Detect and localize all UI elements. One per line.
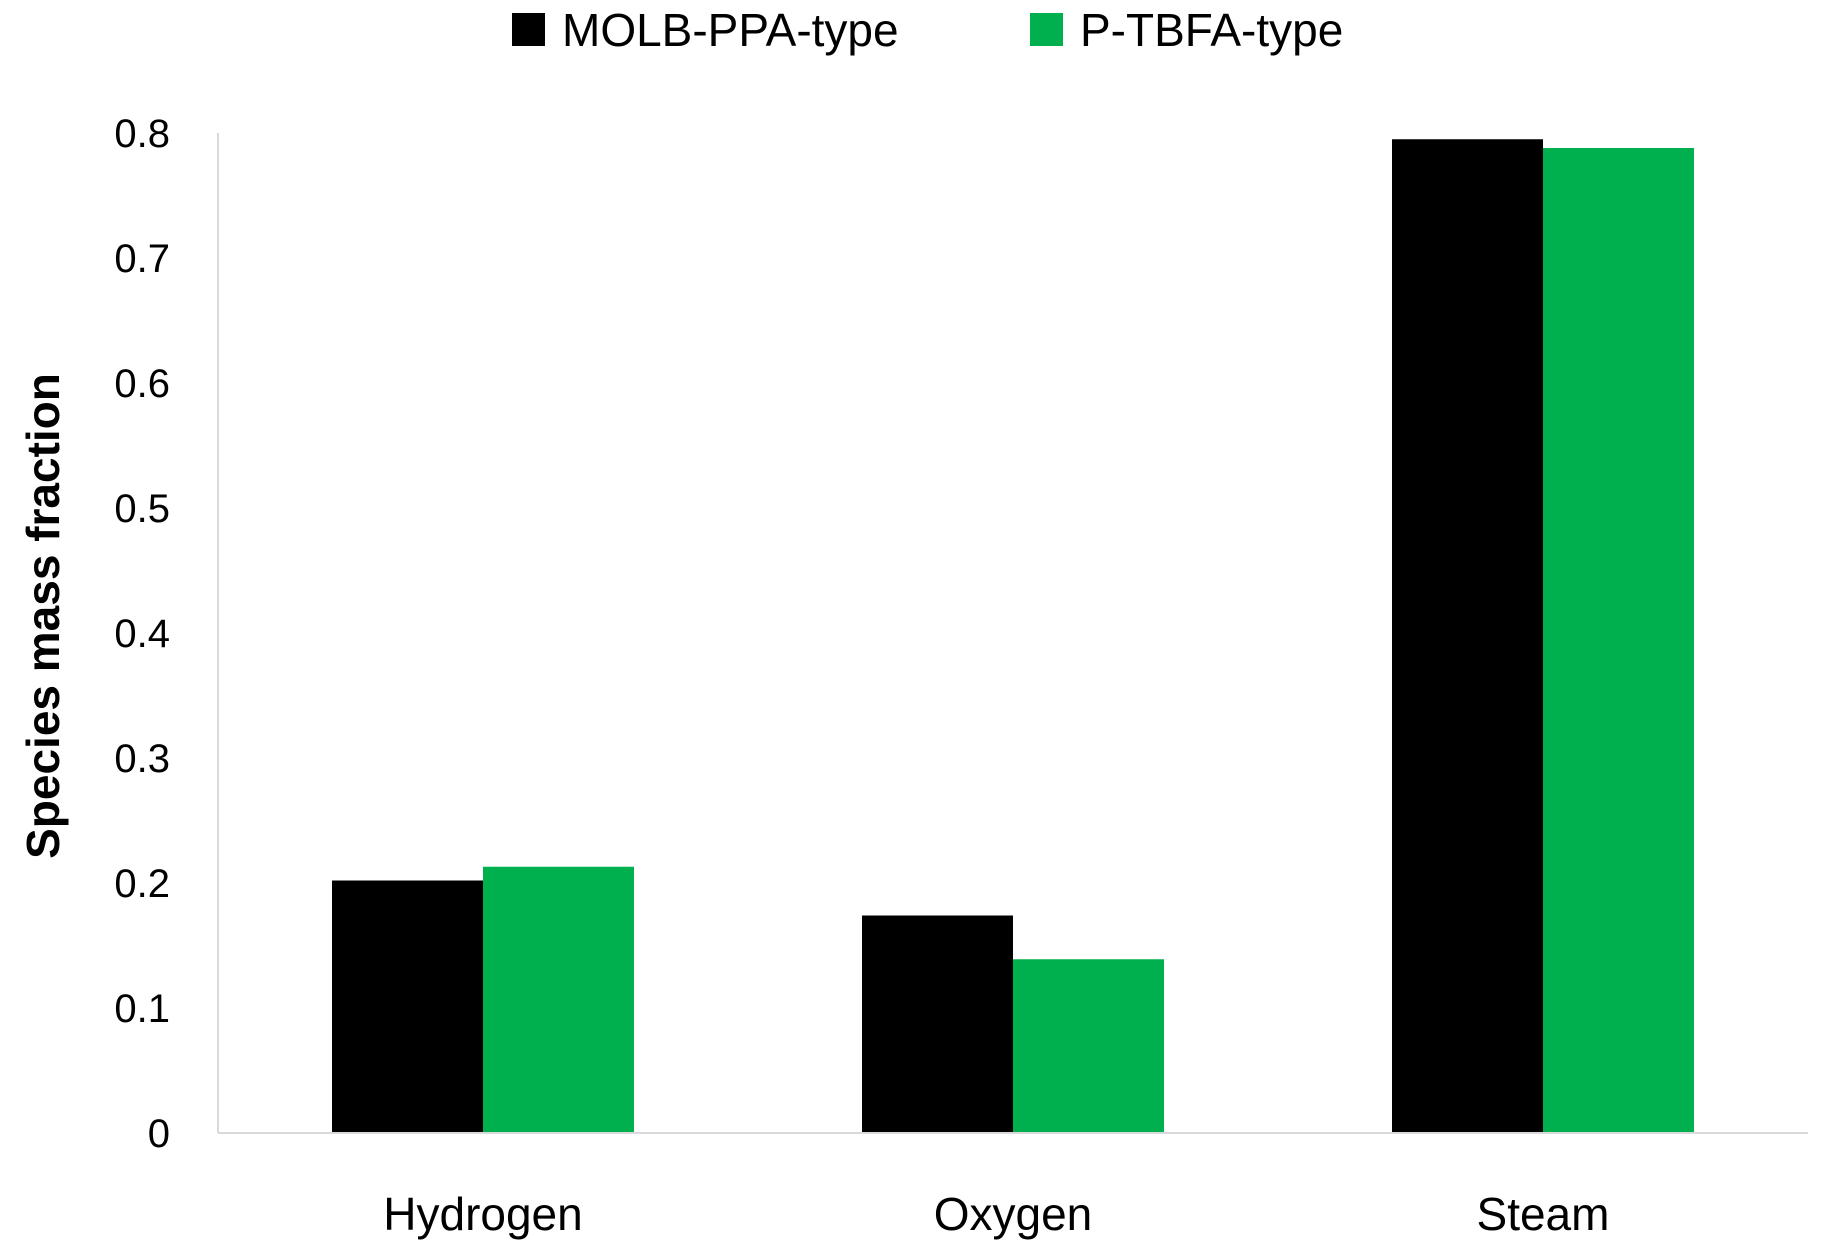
bar-hydrogen-1: [483, 866, 634, 1133]
y-tick-label: 0.4: [114, 612, 170, 656]
y-tick-label: 0.2: [114, 862, 170, 906]
y-tick-label: 0.1: [114, 987, 170, 1031]
x-axis-labels: Hydrogen Oxygen Steam: [383, 1188, 1609, 1240]
legend-swatch: [512, 13, 545, 46]
y-tick-label: 0.3: [114, 737, 170, 781]
y-tick-label: 0.7: [114, 237, 170, 281]
y-axis-title: Species mass fraction: [17, 373, 69, 859]
y-tick-label: 0.8: [114, 112, 170, 156]
bar-steam-1: [1543, 148, 1694, 1133]
bars: [332, 139, 1694, 1133]
bar-hydrogen-0: [332, 880, 483, 1133]
y-tick-label: 0.5: [114, 487, 170, 531]
legend-swatch: [1030, 13, 1063, 46]
y-axis-ticks: 0 0.1 0.2 0.3 0.4 0.5 0.6 0.7 0.8: [114, 112, 170, 1156]
y-tick-label: 0: [148, 1112, 170, 1156]
legend-label: MOLB-PPA-type: [562, 4, 899, 56]
x-category-label: Steam: [1477, 1188, 1610, 1240]
legend-label: P-TBFA-type: [1080, 4, 1343, 56]
bar-oxygen-1: [1013, 959, 1164, 1133]
x-category-label: Hydrogen: [383, 1188, 582, 1240]
legend: MOLB-PPA-type P-TBFA-type: [512, 4, 1343, 56]
y-tick-label: 0.6: [114, 362, 170, 406]
x-category-label: Oxygen: [934, 1188, 1093, 1240]
bar-steam-0: [1392, 139, 1543, 1133]
bar-oxygen-0: [862, 915, 1013, 1133]
